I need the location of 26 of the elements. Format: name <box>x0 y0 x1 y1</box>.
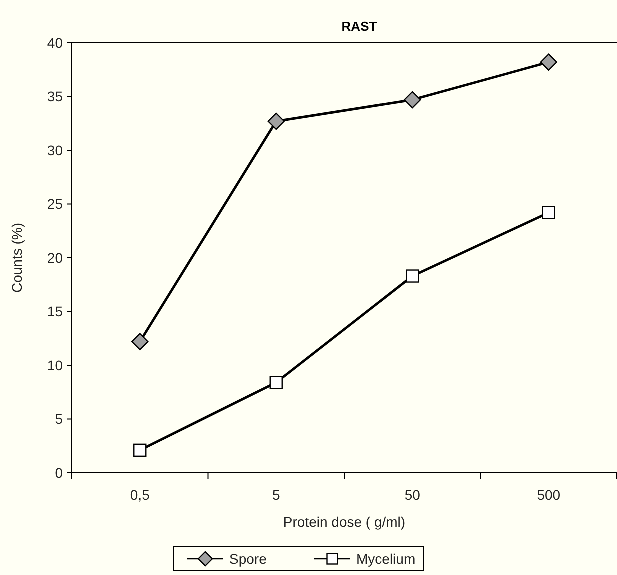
point <box>134 444 147 458</box>
point <box>268 112 285 130</box>
x-axis-title: Protein dose ( g/ml) <box>283 514 406 530</box>
y-tick-label: 25 <box>47 196 64 212</box>
point <box>404 91 422 109</box>
y-axis-title: Counts (%) <box>9 222 25 294</box>
y-tick-label: 10 <box>47 357 64 374</box>
x-tick-label: 5 <box>272 486 280 503</box>
legend-label: Mycelium <box>356 550 416 567</box>
point <box>540 54 558 71</box>
y-tick-label: 15 <box>47 304 64 320</box>
point <box>132 333 149 350</box>
y-tick-label: 20 <box>47 250 64 266</box>
point <box>542 206 556 220</box>
y-tick-label: 35 <box>47 88 64 105</box>
legend-label: Spore <box>230 550 268 567</box>
x-tick-label: 500 <box>537 486 561 503</box>
x-tick-label: 50 <box>404 486 421 503</box>
chart-title: RAST <box>342 19 378 34</box>
point <box>406 270 420 283</box>
y-tick-label: 40 <box>47 34 64 51</box>
y-tick-label: 30 <box>47 142 64 158</box>
y-tick-label: 5 <box>55 411 64 428</box>
point <box>270 376 283 390</box>
x-tick-label: 0,5 <box>130 486 150 503</box>
y-tick-label: 0 <box>55 464 64 481</box>
